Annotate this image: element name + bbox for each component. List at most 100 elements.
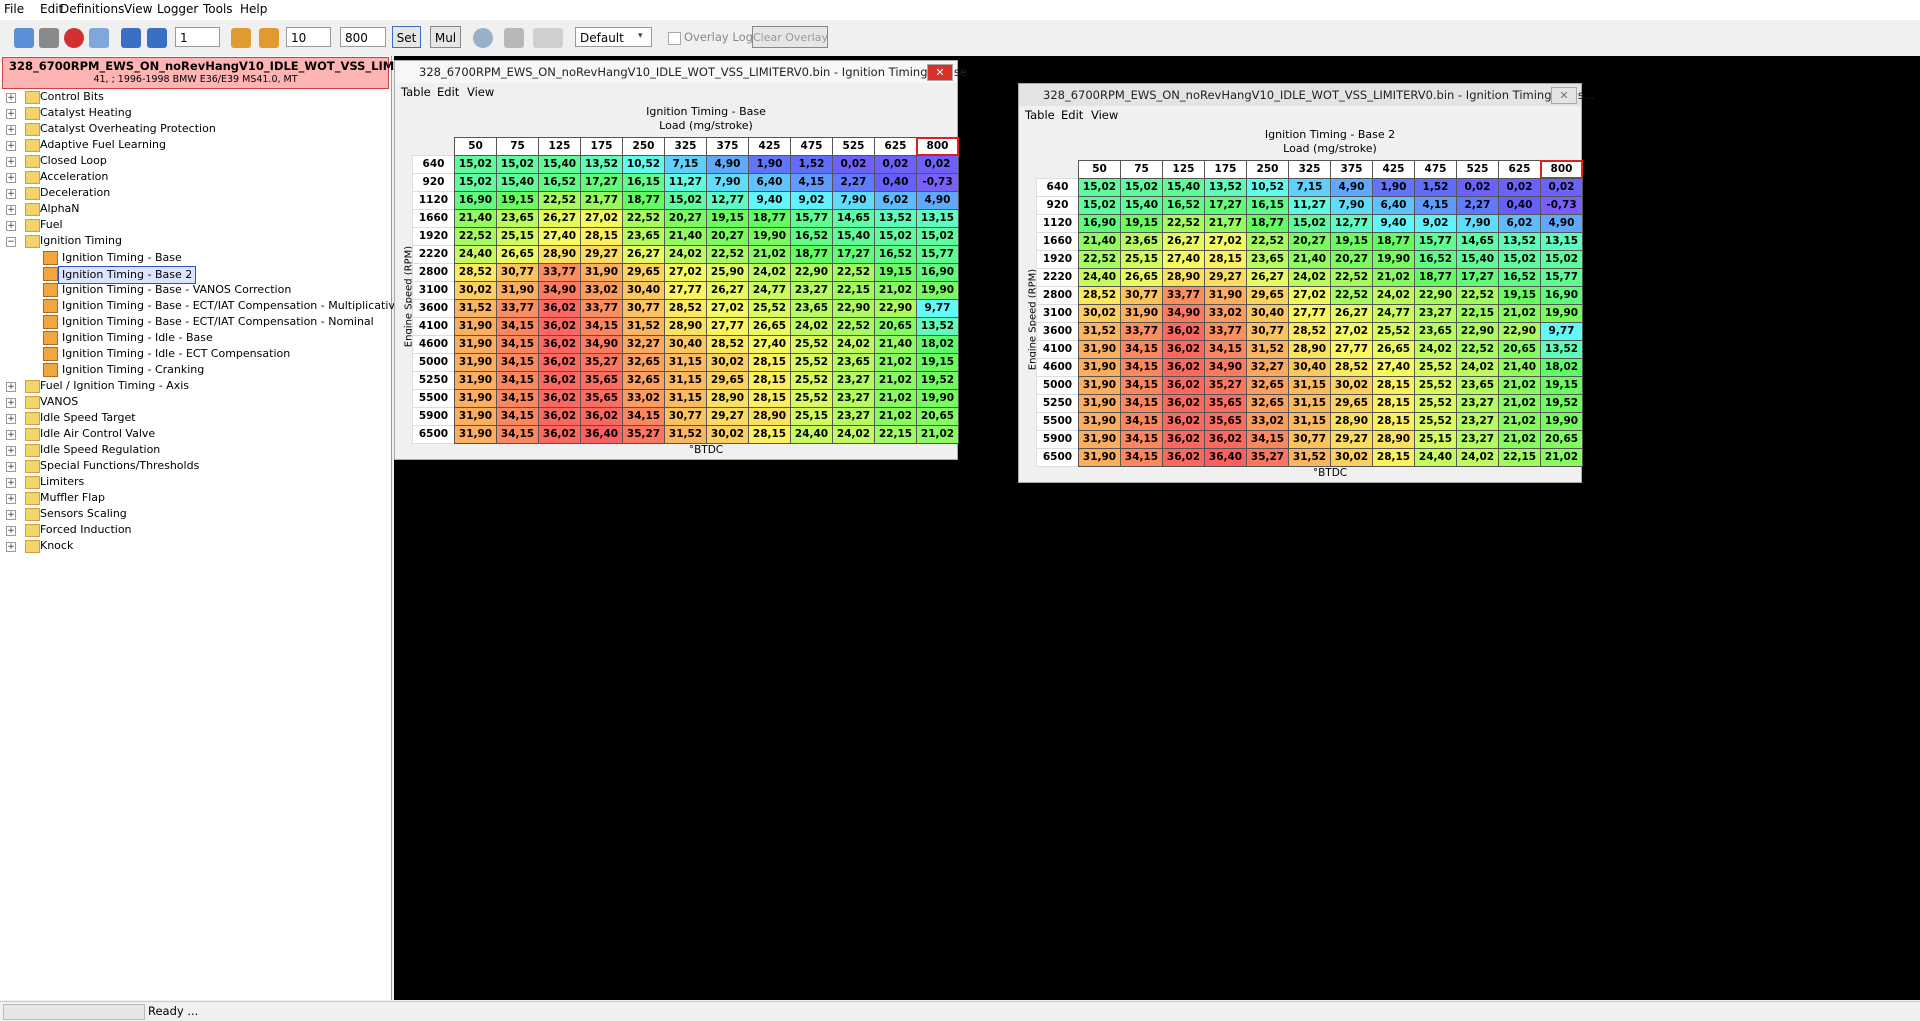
table-cell[interactable]: 33,02 [580,281,623,300]
table-cell[interactable]: 19,90 [916,281,959,300]
table-cell[interactable]: 36,02 [1204,430,1247,449]
table-cell[interactable]: 11,27 [664,173,707,192]
table-cell[interactable]: 13,52 [1498,232,1541,251]
tree-item[interactable]: Fuel / Ignition Timing - Axis [40,378,189,392]
table-cell[interactable]: 33,77 [1120,322,1163,341]
table-cell[interactable]: 34,90 [1204,358,1247,377]
table-cell[interactable]: 31,90 [454,425,497,444]
table-cell[interactable]: 0,02 [1540,178,1583,197]
table-cell[interactable]: 31,15 [1288,412,1331,431]
row-header[interactable]: 2220 [1036,268,1079,287]
row-header[interactable]: 3100 [1036,304,1079,323]
table-cell[interactable]: 9,77 [916,299,959,318]
column-header[interactable]: 175 [580,137,623,156]
table-cell[interactable]: 22,90 [1414,286,1457,305]
close-button[interactable]: ✕ [1551,87,1577,104]
table-cell[interactable]: 36,02 [538,425,581,444]
table-cell[interactable]: 34,15 [1120,412,1163,431]
column-header[interactable]: 250 [1246,160,1289,179]
table-cell[interactable]: 28,15 [1372,412,1415,431]
table-cell[interactable]: 16,90 [454,191,497,210]
table-cell[interactable]: 24,40 [1078,268,1121,287]
table-cell[interactable]: 33,77 [538,263,581,282]
tree-item[interactable]: Closed Loop [40,154,107,168]
table-cell[interactable]: 28,52 [664,299,707,318]
table-cell[interactable]: 35,27 [580,353,623,372]
table-cell[interactable]: 25,15 [790,407,833,426]
table-cell[interactable]: 36,40 [580,425,623,444]
table-cell[interactable]: -0,73 [1540,196,1583,215]
column-header[interactable]: 375 [1330,160,1373,179]
table-cell[interactable]: 15,40 [538,155,581,174]
menu-item[interactable]: Tools [203,2,233,16]
table-cell[interactable]: 21,02 [874,389,917,408]
table-cell[interactable]: 23,27 [790,281,833,300]
table-cell[interactable]: 31,90 [454,371,497,390]
table-cell[interactable]: 27,77 [1330,340,1373,359]
tree-item[interactable]: Muffler Flap [40,491,105,505]
table-cell[interactable]: 7,90 [832,191,875,210]
table-cell[interactable]: 0,02 [832,155,875,174]
table-cell[interactable]: 2,27 [832,173,875,192]
expand-box[interactable]: + [6,446,16,457]
table-cell[interactable]: 30,02 [1330,376,1373,395]
expand-box[interactable]: − [6,237,16,248]
table-cell[interactable]: 13,52 [916,317,959,336]
table-cell[interactable]: 24,40 [1414,448,1457,467]
menu-item[interactable]: View [124,2,153,16]
table-cell[interactable]: 22,52 [1246,232,1289,251]
table-cell[interactable]: 30,77 [496,263,539,282]
expand-box[interactable]: + [6,109,16,120]
table-cell[interactable]: 28,90 [748,407,791,426]
table-cell[interactable]: 23,27 [1456,430,1499,449]
table-cell[interactable]: 28,15 [748,371,791,390]
table-cell[interactable]: 15,02 [454,173,497,192]
table-cell[interactable]: 32,65 [622,371,665,390]
expand-box[interactable]: + [6,189,16,200]
menu-item[interactable]: Edit [40,2,64,16]
table-cell[interactable]: 17,27 [832,245,875,264]
table-cell[interactable]: 6,02 [1498,214,1541,233]
table-cell[interactable]: 24,02 [1456,358,1499,377]
tree-item[interactable]: Catalyst Overheating Protection [40,122,216,136]
table-cell[interactable]: 36,02 [1162,430,1205,449]
column-header[interactable]: 125 [1162,160,1205,179]
expand-box[interactable]: + [6,381,16,392]
table-cell[interactable]: 15,02 [1078,196,1121,215]
table-cell[interactable]: 27,40 [538,227,581,246]
table-cell[interactable]: 34,15 [1246,430,1289,449]
table-cell[interactable]: 4,90 [1330,178,1373,197]
table-cell[interactable]: 30,77 [1120,286,1163,305]
table-cell[interactable]: 20,27 [664,209,707,228]
row-header[interactable]: 5250 [412,371,455,390]
tree-table-item[interactable]: Ignition Timing - Idle - ECT Compensatio… [62,346,291,360]
table-cell[interactable]: 20,27 [706,227,749,246]
table-cell[interactable]: 23,65 [1414,322,1457,341]
table-cell[interactable]: 26,65 [1372,340,1415,359]
row-header[interactable]: 1660 [1036,232,1079,251]
column-header[interactable]: 800 [1540,160,1583,179]
table-cell[interactable]: 25,52 [790,371,833,390]
table-cell[interactable]: 21,02 [874,407,917,426]
table-cell[interactable]: 33,02 [622,389,665,408]
table-cell[interactable]: 21,02 [874,281,917,300]
table-cell[interactable]: 31,15 [1288,376,1331,395]
table-cell[interactable]: 31,90 [1078,394,1121,413]
table-cell[interactable]: 22,15 [1498,448,1541,467]
table-cell[interactable]: 19,15 [706,209,749,228]
table-cell[interactable]: 16,52 [1414,250,1457,269]
expand-box[interactable]: + [6,157,16,168]
tree-item[interactable]: AlphaN [40,202,80,216]
table-cell[interactable]: 0,40 [874,173,917,192]
column-header[interactable]: 50 [454,137,497,156]
table-cell[interactable]: 15,02 [454,155,497,174]
table-cell[interactable]: 20,65 [1498,340,1541,359]
table-cell[interactable]: 30,77 [1246,322,1289,341]
table-cell[interactable]: 13,52 [1204,178,1247,197]
row-header[interactable]: 5000 [412,353,455,372]
table-cell[interactable]: 31,52 [664,425,707,444]
table-cell[interactable]: 25,15 [1120,250,1163,269]
table-cell[interactable]: 0,02 [916,155,959,174]
rom-header[interactable]: 328_6700RPM_EWS_ON_noRevHangV10_IDLE_WOT… [2,57,427,89]
table-cell[interactable]: 31,90 [454,389,497,408]
